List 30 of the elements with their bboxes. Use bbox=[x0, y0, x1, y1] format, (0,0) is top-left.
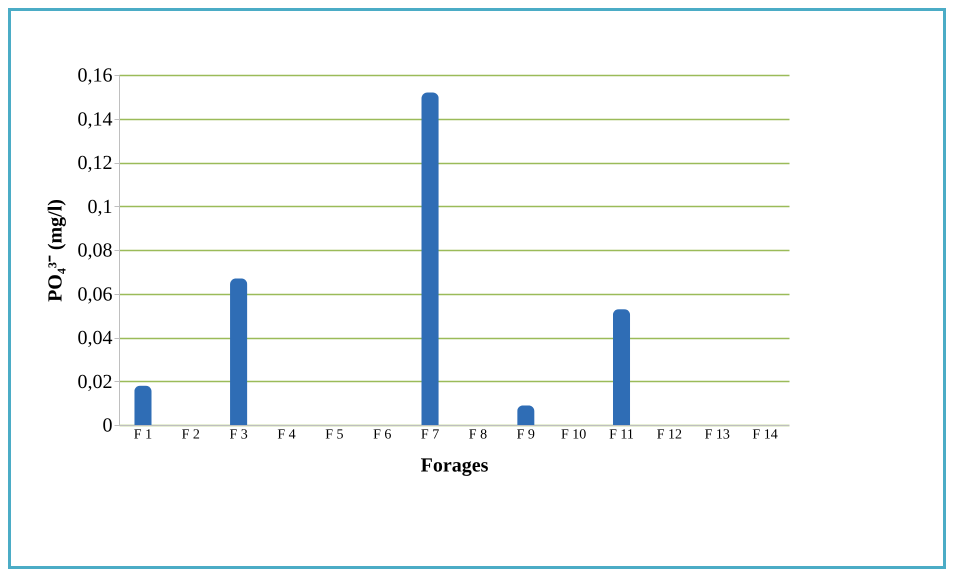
x-tick-label: F 7 bbox=[420, 428, 440, 442]
x-tick-label: F 13 bbox=[704, 428, 730, 442]
x-tick-label: F 4 bbox=[277, 428, 296, 442]
x-tick-label: F 1 bbox=[134, 428, 152, 442]
x-axis-title: Forages bbox=[420, 454, 489, 476]
bar bbox=[421, 92, 439, 425]
y-tick-label: 0,08 bbox=[78, 240, 112, 262]
x-tick-label: F 2 bbox=[182, 428, 200, 442]
y-tick-label: 0,1 bbox=[88, 196, 112, 218]
bar bbox=[612, 309, 630, 425]
x-tick-label: F 11 bbox=[609, 428, 634, 442]
x-tick-label: F 5 bbox=[325, 428, 344, 442]
x-tick-label: F 9 bbox=[516, 428, 535, 442]
y-tick-label: 0,04 bbox=[78, 327, 112, 349]
x-tick-label: F 10 bbox=[560, 428, 586, 442]
bar bbox=[517, 405, 534, 425]
y-axis-title: PO₄³⁻ (mg/l) bbox=[44, 199, 66, 302]
x-tick-label: F 8 bbox=[468, 428, 488, 442]
y-tick-label: 0,06 bbox=[78, 283, 112, 306]
x-tick-label: F 12 bbox=[656, 428, 682, 442]
y-tick-label: 0 bbox=[102, 414, 112, 436]
y-tick-label: 0,02 bbox=[78, 370, 112, 393]
y-tick-label: 0,12 bbox=[78, 152, 112, 174]
bar bbox=[230, 278, 248, 425]
x-tick-label: F 6 bbox=[373, 428, 392, 442]
bar bbox=[134, 386, 152, 425]
x-tick-label: F 14 bbox=[752, 428, 778, 442]
y-tick-label: 0,14 bbox=[78, 108, 112, 130]
x-tick-label: F 3 bbox=[229, 428, 248, 442]
y-tick-label: 0,16 bbox=[78, 64, 112, 86]
